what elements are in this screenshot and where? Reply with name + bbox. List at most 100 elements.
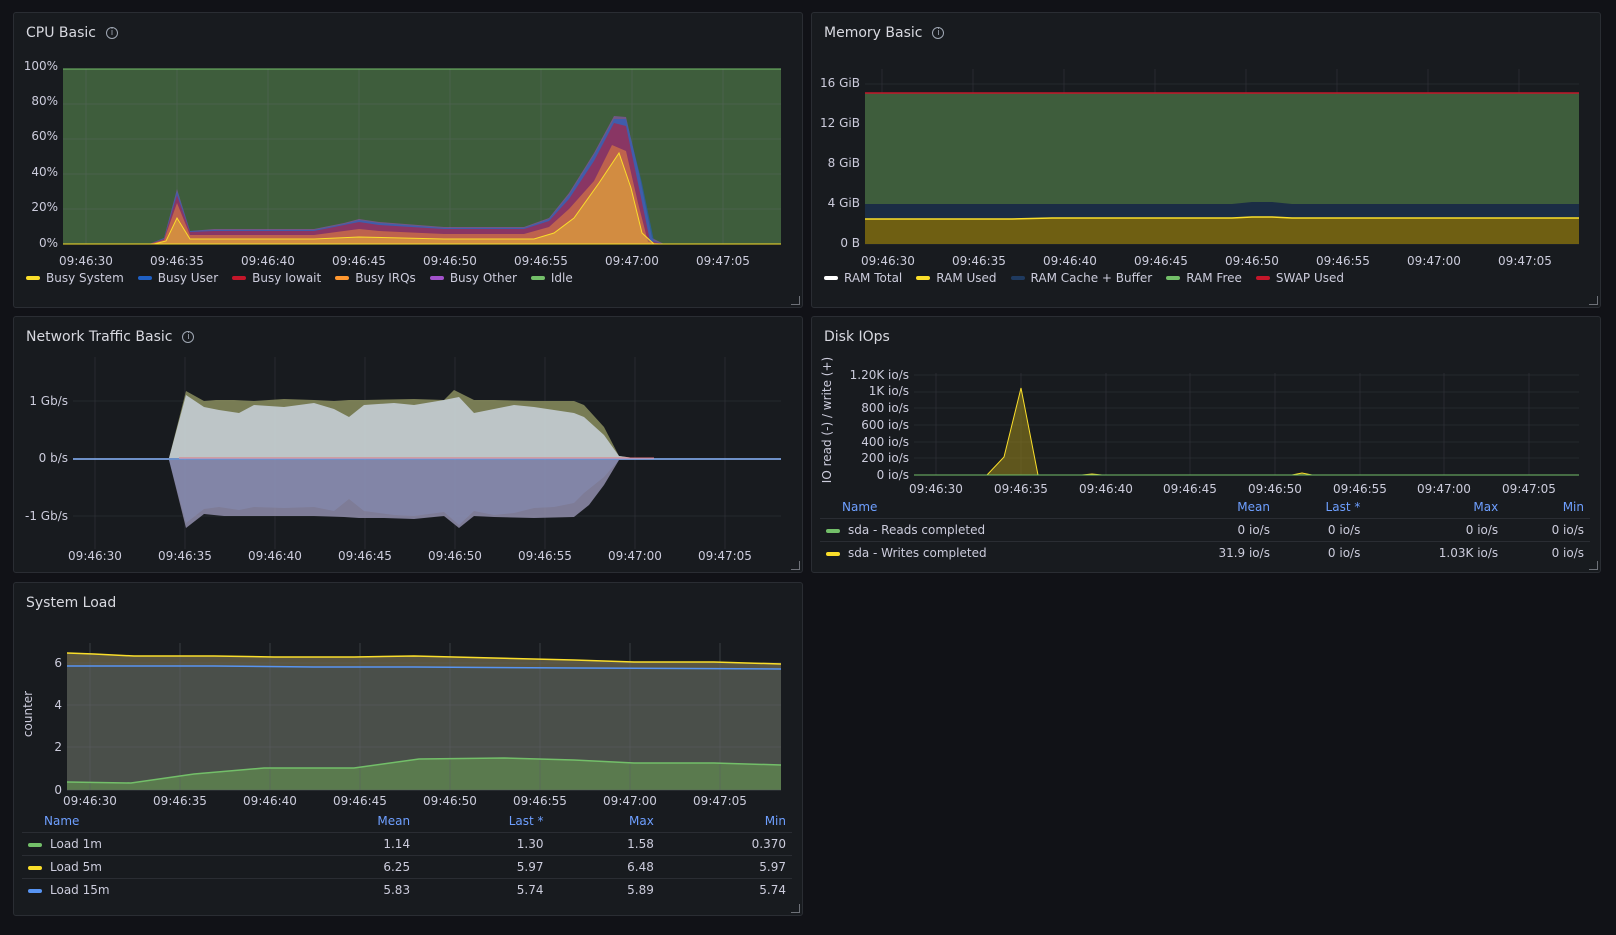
legend-label[interactable]: Busy Iowait [252,271,322,285]
legend-item[interactable]: RAM Free [1166,271,1242,285]
info-icon[interactable]: i [105,27,118,39]
memory-legend: RAM Total RAM Used RAM Cache + Buffer RA… [824,271,1344,285]
legend-swatch [335,276,350,280]
legend-label[interactable]: Busy IRQs [355,271,416,285]
y-tick: 20% [31,200,58,214]
legend-item[interactable]: RAM Total [824,271,902,285]
legend-item[interactable]: Busy IRQs [335,271,416,285]
resize-handle[interactable] [1589,296,1598,305]
legend-label[interactable]: RAM Used [936,271,997,285]
info-icon[interactable]: i [182,331,195,343]
series-label[interactable]: sda - Writes completed [848,546,987,560]
col-min[interactable]: Min [1562,500,1584,514]
y-tick: 0 io/s [877,468,909,482]
disk-title[interactable]: Disk IOps [824,329,890,345]
col-last[interactable]: Last * [1325,500,1361,514]
x-tick: 09:47:05 [698,549,752,563]
x-tick: 09:47:05 [696,254,750,268]
x-tick: 09:46:45 [1134,254,1188,268]
memory-title[interactable]: Memory Basic [824,25,923,41]
legend-item[interactable]: SWAP Used [1255,271,1345,285]
series-name[interactable]: Load 15m [22,878,289,901]
panel-title[interactable]: Disk IOps [824,329,890,345]
info-icon[interactable]: i [932,27,945,39]
x-tick: 09:46:35 [158,549,212,563]
series-label[interactable]: sda - Reads completed [848,523,986,537]
col-max[interactable]: Max [629,814,654,828]
panel-title[interactable]: Memory Basic i [824,25,945,41]
legend-item[interactable]: RAM Cache + Buffer [1010,271,1153,285]
writes-area [914,387,1579,476]
x-tick: 09:46:40 [243,794,297,808]
legend-swatch [28,865,42,870]
legend-row[interactable]: Load 1m 1.14 1.30 1.58 0.370 [22,832,792,856]
series-name[interactable]: Load 1m [22,832,289,856]
legend-item[interactable]: Busy Other [429,271,517,285]
legend-label[interactable]: RAM Cache + Buffer [1030,271,1153,285]
ram-free-area [865,93,1579,204]
legend-label[interactable]: RAM Total [844,271,903,285]
y-tick: 2 [54,740,62,754]
load-title[interactable]: System Load [26,595,117,611]
y-tick: 1 Gb/s [29,394,68,408]
y-tick: 1K io/s [869,384,909,398]
legend-row[interactable]: Load 15m 5.83 5.74 5.89 5.74 [22,878,792,901]
series-label[interactable]: Load 1m [50,837,102,851]
resize-handle[interactable] [791,561,800,570]
load-1m-area [67,758,781,790]
legend-row[interactable]: sda - Writes completed 31.9 io/s 0 io/s … [820,541,1590,564]
max-value: 5.89 [549,878,660,901]
legend-label[interactable]: RAM Free [1186,271,1242,285]
series-label[interactable]: Load 15m [50,883,110,897]
series-name[interactable]: Load 5m [22,855,289,879]
legend-label[interactable]: Idle [550,271,573,285]
y-tick: 800 io/s [861,401,909,415]
panel-title[interactable]: Network Traffic Basic i [26,329,195,345]
col-mean[interactable]: Mean [377,814,411,828]
col-mean[interactable]: Mean [1237,500,1270,514]
x-tick: 09:46:40 [248,549,302,563]
series-name[interactable]: sda - Reads completed [820,518,1154,542]
series-name[interactable]: sda - Writes completed [820,541,1154,564]
x-tick: 09:47:05 [1502,482,1556,496]
load-legend-table: Name Mean Last * Max Min Load 1m 1.14 1.… [22,812,792,901]
grid [63,69,781,244]
col-name[interactable]: Name [842,500,878,514]
y-tick: 0 [54,783,62,797]
last-value: 1.30 [416,832,550,856]
col-max[interactable]: Max [1473,500,1499,514]
resize-handle[interactable] [791,296,800,305]
cpu-title[interactable]: CPU Basic [26,25,96,41]
col-last[interactable]: Last * [508,814,544,828]
legend-label[interactable]: SWAP Used [1275,271,1345,285]
legend-item[interactable]: Idle [530,271,573,285]
legend-item[interactable]: RAM Used [916,271,997,285]
series-label[interactable]: Load 5m [50,860,102,874]
legend-label[interactable]: Busy User [157,271,219,285]
x-tick: 09:47:00 [605,254,659,268]
col-min[interactable]: Min [764,814,786,828]
ram-cache-area [865,202,1579,219]
legend-swatch [826,528,840,533]
network-title[interactable]: Network Traffic Basic [26,329,173,345]
disk-iops-panel: Disk IOps IO read (-) / write (+) 0 io/s… [811,316,1601,573]
col-name[interactable]: Name [44,814,80,828]
legend-label[interactable]: Busy System [46,271,124,285]
panel-title[interactable]: CPU Basic i [26,25,118,41]
x-tick: 09:46:30 [63,794,117,808]
legend-item[interactable]: Busy System [26,271,124,285]
busy-irqs-area [63,145,781,244]
legend-item[interactable]: Busy Iowait [232,271,321,285]
legend-row[interactable]: Load 5m 6.25 5.97 6.48 5.97 [22,855,792,879]
resize-handle[interactable] [1589,561,1598,570]
x-tick: 09:46:50 [423,254,477,268]
network-chart: -1 Gb/s 0 b/s 1 Gb/s 09:46:30 09:46:35 0… [25,357,781,563]
resize-handle[interactable] [791,904,800,913]
disk-legend-table: Name Mean Last * Max Min sda - Reads com… [820,498,1590,564]
panel-title[interactable]: System Load [26,595,116,611]
legend-label[interactable]: Busy Other [449,271,517,285]
legend-row[interactable]: sda - Reads completed 0 io/s 0 io/s 0 io… [820,518,1590,542]
mean-value: 31.9 io/s [1153,541,1276,564]
x-tick: 09:46:45 [332,254,386,268]
legend-item[interactable]: Busy User [137,271,219,285]
